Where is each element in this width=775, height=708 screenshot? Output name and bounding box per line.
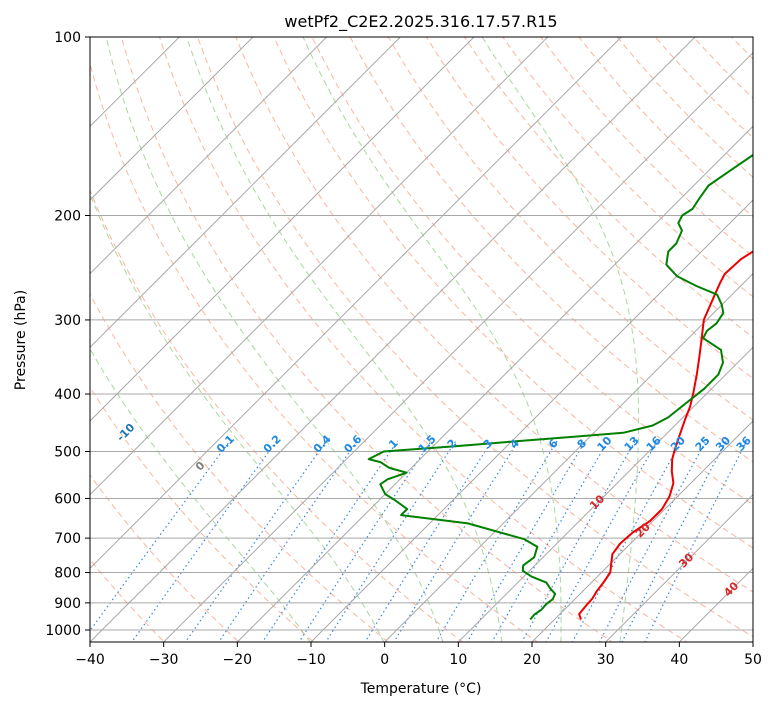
mixing-ratio-line: [598, 440, 707, 642]
mixing-ratio-line: [325, 440, 457, 642]
moist-adiabats: [90, 37, 640, 642]
plot-background: [90, 37, 753, 642]
moist-adiabat-line: [105, 37, 444, 642]
isotherm-line: [90, 37, 696, 642]
y-tick-label: 500: [54, 444, 81, 460]
x-tick-label: 40: [670, 652, 688, 668]
y-tick-label: 800: [54, 566, 81, 582]
x-tick-label: −20: [223, 652, 253, 668]
x-tick-label: −30: [149, 652, 179, 668]
x-tick-label: 10: [449, 652, 467, 668]
y-axis-label: Pressure (hPa): [13, 290, 29, 390]
mixing-ratio-line: [393, 440, 519, 642]
isotherm-line: [162, 51, 753, 642]
isobars: [90, 37, 753, 631]
mixing-ratio-line: [644, 440, 748, 642]
y-tick-label: 100: [54, 30, 81, 46]
sounding-series: [367, 153, 753, 621]
temperature-profile: [578, 250, 753, 620]
isotherm-line: [90, 37, 328, 275]
x-tick-label: −40: [75, 652, 105, 668]
dry-adiabat-label: -30: [0, 358, 3, 381]
y-tick-label: 200: [54, 209, 81, 225]
dry-adiabat-line: [90, 189, 464, 642]
dry-adiabat-line: [770, 37, 775, 655]
moist-adiabat-line: [481, 37, 640, 642]
chart-title: wetPf2_C2E2.2025.316.17.57.R15: [284, 12, 557, 32]
moist-adiabat-line: [302, 37, 562, 642]
y-tick-label: 300: [54, 313, 81, 329]
plot-frame: [89, 36, 754, 643]
dry-adiabat-line: [464, 37, 753, 339]
isotherm-line: [90, 37, 402, 349]
isotherms: [90, 37, 753, 642]
mixing-ratio-line: [466, 440, 586, 642]
y-tick-label: 600: [54, 491, 81, 507]
mixing-ratio-line: [621, 440, 727, 642]
mixing-ratio-line: [90, 440, 231, 632]
axis-ticks: −40 −30 −20 −10 0 10 20 30 40 50 100 200 300 400 500 60…: [45, 30, 762, 668]
isotherm-line: [531, 420, 753, 642]
isotherm-line: [90, 37, 549, 496]
x-tick-label: 50: [744, 652, 762, 668]
isotherm-line: [236, 125, 753, 642]
dry-adiabat-line: [120, 37, 614, 642]
isotherm-line: [383, 272, 753, 642]
dewpoint-profile: [367, 153, 753, 621]
isotherm-line: [90, 37, 181, 128]
moist-adiabat-line: [90, 192, 385, 642]
y-tick-label: 700: [54, 531, 81, 547]
mixing-ratio-line: [435, 440, 558, 642]
isotherm-line: [90, 37, 623, 570]
x-tick-label: −10: [296, 652, 326, 668]
y-tick-label: 900: [54, 596, 81, 612]
moist-adiabat-line: [186, 37, 503, 642]
dry-adiabat-line: [197, 37, 753, 638]
mixing-ratio-lines: [90, 440, 748, 642]
x-tick-label: 30: [597, 652, 615, 668]
dry-adiabat-line: [502, 37, 753, 298]
x-axis-label: Temperature (°C): [360, 681, 482, 697]
mixing-ratio-line: [364, 440, 493, 642]
x-tick-label: 20: [523, 652, 541, 668]
isotherm-line: [90, 37, 475, 422]
mixing-ratio-line: [571, 440, 682, 642]
isotherm-line: [310, 199, 753, 642]
y-tick-label: 1000: [45, 623, 81, 639]
x-tick-label: 0: [380, 652, 389, 668]
mixing-ratio-line: [131, 440, 278, 642]
isotherm-line: [604, 493, 753, 642]
y-tick-label: 400: [54, 387, 81, 403]
isotherm-line: [457, 346, 753, 642]
isotherm-line: [90, 37, 254, 201]
